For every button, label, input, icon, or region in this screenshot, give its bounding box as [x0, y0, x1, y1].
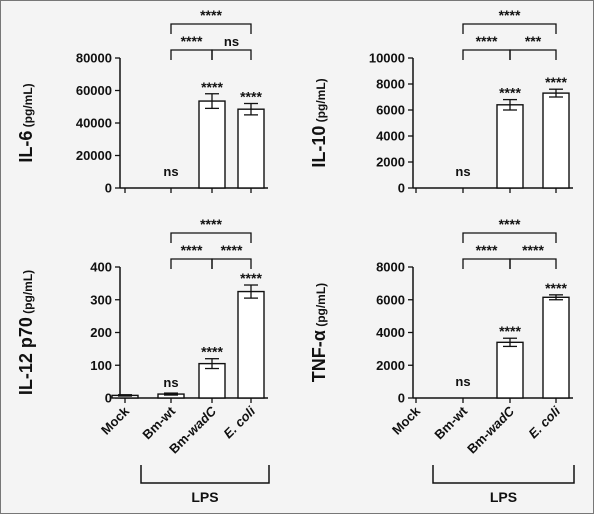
significance-label: **** [240, 270, 262, 286]
lps-bracket [140, 465, 270, 484]
y-axis-label-unit: (pg/mL) [21, 270, 35, 317]
y-tick-label: 4000 [376, 129, 405, 144]
y-axis-label-name: IL-12 p70 [16, 317, 36, 395]
bracket-label: **** [200, 7, 222, 23]
significance-label: ns [163, 375, 178, 390]
y-tick-label: 8000 [376, 77, 405, 92]
lps-label: LPS [191, 489, 218, 505]
panel-2: 0 2000 4000 6000 8000 10000 IL-10 (pg/mL) ns ***… [309, 7, 573, 196]
y-tick-label: 0 [398, 391, 405, 406]
y-tick-label: 0 [398, 181, 405, 196]
y-axis-label-name: IL-6 [16, 131, 36, 163]
significance-label: **** [545, 74, 567, 90]
bar-e-coli [542, 92, 570, 189]
lps-bracket [432, 465, 575, 484]
y-tick-label: 0 [105, 391, 112, 406]
bar-bm-wadc [198, 100, 226, 189]
significance-label: **** [201, 344, 223, 360]
bar-e-coli [237, 108, 265, 189]
significance-label: **** [240, 89, 262, 105]
y-tick-label: 80000 [76, 51, 112, 66]
comparison-bracket [211, 258, 252, 269]
y-tick-label: 2000 [376, 358, 405, 373]
y-tick-label: 200 [90, 325, 112, 340]
comparison-bracket [211, 49, 252, 60]
bracket-label: **** [499, 216, 521, 232]
comparison-bracket [462, 232, 557, 243]
significance-label: **** [201, 79, 223, 95]
y-axis-label: IL-12 p70 (pg/mL) [16, 270, 36, 395]
bracket-label: **** [181, 242, 203, 258]
comparison-bracket [509, 49, 557, 60]
y-axis-label-unit: (pg/mL) [314, 283, 328, 330]
bracket-label: **** [200, 216, 222, 232]
significance-label: ns [455, 374, 470, 389]
bar-bm-wadc [496, 341, 524, 399]
y-tick-label: 60000 [76, 83, 112, 98]
bracket-label: **** [476, 242, 498, 258]
significance-label: ns [163, 164, 178, 179]
comparison-bracket [509, 258, 557, 269]
y-tick-label: 300 [90, 292, 112, 307]
y-axis-label-name: TNF-α [309, 330, 329, 382]
y-tick-label: 100 [90, 358, 112, 373]
bar-bm-wadc [198, 362, 226, 399]
y-tick-label: 400 [90, 260, 112, 275]
y-tick-label: 8000 [376, 260, 405, 275]
bracket-label: ns [224, 34, 239, 49]
y-axis-label-name: IL-10 [309, 126, 329, 168]
comparison-bracket [170, 232, 252, 243]
y-axis-label: IL-6 (pg/mL) [16, 83, 36, 162]
y-axis-label-unit: (pg/mL) [314, 78, 328, 125]
bracket-label: *** [525, 33, 542, 49]
y-axis-label: TNF-α (pg/mL) [309, 283, 329, 382]
y-tick-label: 2000 [376, 155, 405, 170]
y-tick-label: 6000 [376, 103, 405, 118]
comparison-bracket [462, 23, 557, 34]
bracket-label: **** [476, 33, 498, 49]
significance-label: ns [455, 164, 470, 179]
y-tick-label: 40000 [76, 116, 112, 131]
bar-e-coli [237, 290, 265, 399]
y-tick-label: 10000 [369, 51, 405, 66]
y-tick-label: 0 [105, 181, 112, 196]
y-axis-label: IL-10 (pg/mL) [309, 78, 329, 167]
bar-e-coli [542, 296, 570, 399]
bracket-label: **** [221, 242, 243, 258]
bar-bm-wadc [496, 104, 524, 189]
y-tick-label: 20000 [76, 148, 112, 163]
y-axis-label-unit: (pg/mL) [21, 83, 35, 130]
significance-label: **** [499, 85, 521, 101]
significance-label: **** [545, 280, 567, 296]
y-tick-label: 6000 [376, 292, 405, 307]
bracket-label: **** [181, 33, 203, 49]
y-tick-label: 4000 [376, 325, 405, 340]
lps-label: LPS [490, 489, 517, 505]
bracket-label: **** [499, 7, 521, 23]
significance-label: **** [499, 323, 521, 339]
comparison-bracket [170, 23, 252, 34]
bracket-label: **** [522, 242, 544, 258]
